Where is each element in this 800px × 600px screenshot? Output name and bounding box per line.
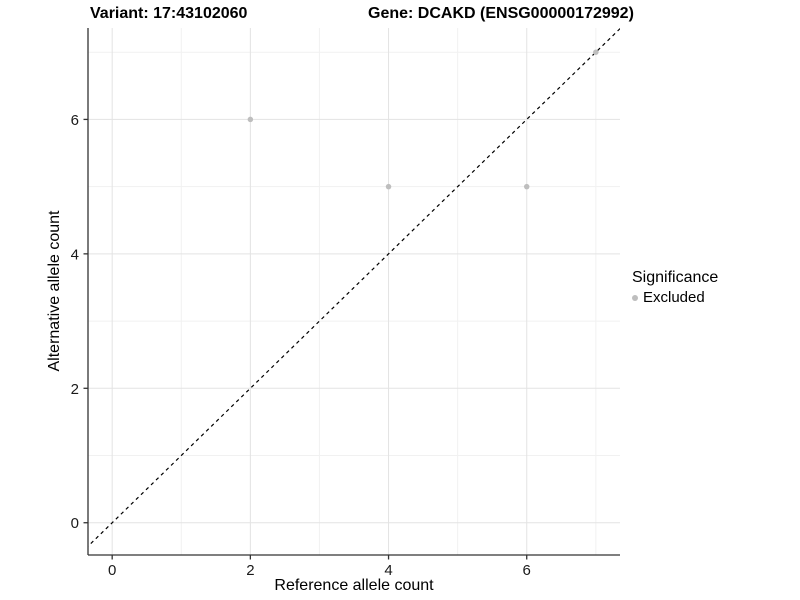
x-tick-label: 2 (246, 562, 254, 579)
grid-major (88, 28, 620, 555)
y-tick-label: 0 (71, 515, 79, 532)
legend-item-label: Excluded (643, 289, 705, 306)
data-point (385, 183, 392, 190)
y-axis-title: Alternative allele count (46, 210, 63, 372)
legend-point-icon (632, 294, 638, 301)
y-axis-ticks: 0 2 4 6 (71, 112, 88, 532)
x-axis-ticks: 0 2 4 6 (108, 555, 531, 579)
grid-minor (88, 28, 620, 555)
data-point (247, 116, 254, 123)
variant-title: Variant: 17:43102060 (90, 5, 248, 22)
y-tick-label: 2 (71, 381, 79, 398)
data-points (247, 49, 599, 190)
x-tick-label: 0 (108, 562, 116, 579)
legend-title: Significance (632, 269, 719, 286)
legend: Significance Excluded (632, 269, 718, 306)
x-tick-label: 6 (523, 562, 531, 579)
x-axis-title: Reference allele count (274, 577, 434, 594)
x-tick-label: 4 (384, 562, 392, 579)
y-tick-label: 4 (71, 246, 79, 263)
data-point (523, 183, 530, 190)
y-tick-label: 6 (71, 112, 79, 129)
gene-title: Gene: DCAKD (ENSG00000172992) (368, 5, 634, 22)
data-point (593, 49, 599, 55)
identity-line (88, 28, 620, 548)
legend-item-excluded: Excluded (632, 289, 718, 306)
